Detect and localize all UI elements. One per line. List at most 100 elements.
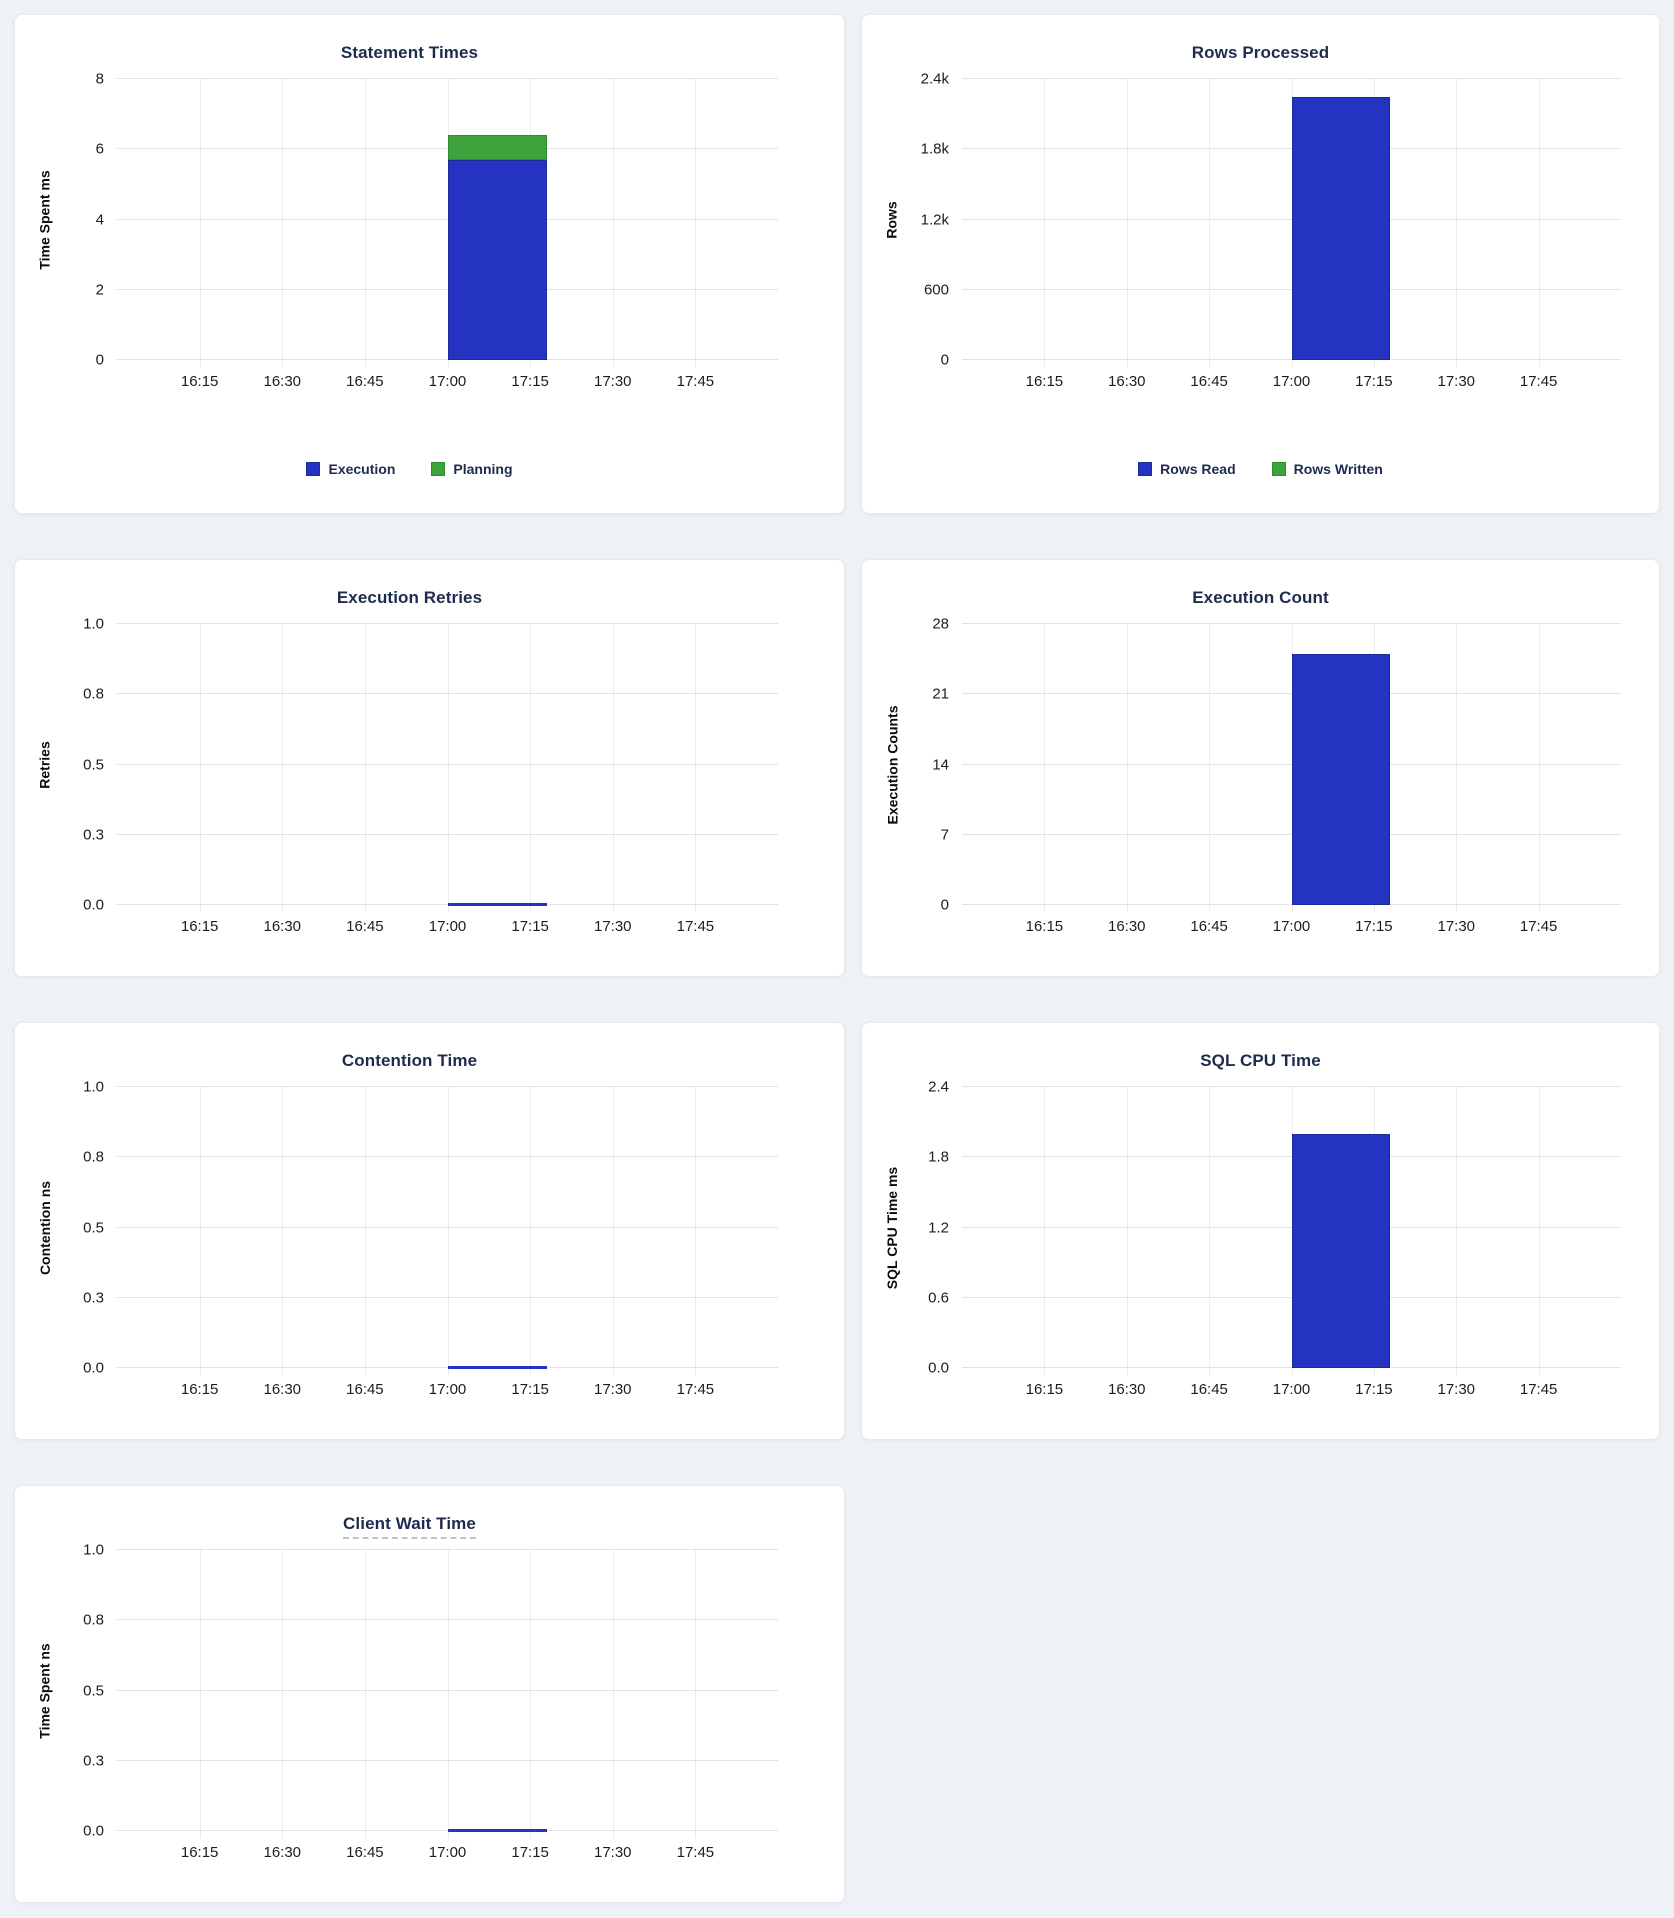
legend-item-execution[interactable]: Execution: [306, 461, 395, 477]
y-tick-label: 4: [95, 211, 104, 228]
sql-cpu-time-y-axis-label-text: SQL CPU Time ms: [884, 1166, 901, 1289]
contention-time-y-axis-label-text: Contention ns: [37, 1180, 54, 1275]
x-tick-label: 17:15: [511, 918, 549, 935]
x-tick-label: 17:00: [1272, 918, 1311, 935]
v-gridline: [612, 79, 614, 367]
v-gridline: [447, 624, 449, 912]
x-tick-label: 17:00: [428, 1381, 467, 1398]
rows-processed-legend: Rows Read Rows Written: [876, 461, 1645, 477]
execution-retries-plot-area[interactable]: 0.0 0.3 0.5 0.8 1.0 16:15 16:30 16:45 17:00 17:15…: [83, 616, 778, 935]
y-tick-label: 0.5: [83, 756, 104, 773]
sql-cpu-time-plot-area[interactable]: 0.0 0.6 1.2 1.8 2.4 16:15 16:30 16:45 17:00 17:15…: [928, 1079, 1621, 1398]
rows-processed-plot-area[interactable]: 0 600 1.2k 1.8k 2.4k 16:15 16:30 16:45 17:00 17:1…: [921, 71, 1621, 390]
y-tick-label: 0.0: [83, 896, 104, 914]
x-tick-label: 16:30: [1107, 1381, 1146, 1398]
y-tick-label: 14: [932, 756, 949, 773]
v-gridline: [1126, 79, 1128, 367]
v-gridline: [199, 624, 201, 912]
sql-cpu-time-title: SQL CPU Time: [876, 1051, 1645, 1071]
y-tick-label: 0.8: [83, 1611, 104, 1629]
x-tick-label: 16:15: [180, 373, 219, 390]
legend-label-planning: Planning: [453, 461, 513, 477]
v-gridline: [364, 79, 366, 367]
v-gridline: [1209, 79, 1211, 367]
x-tick-label: 16:45: [1190, 918, 1228, 935]
x-tick-label: 16:30: [263, 1844, 302, 1861]
x-tick-label: 16:45: [346, 373, 384, 390]
y-tick-label: 0.8: [83, 1148, 104, 1166]
client-wait-time-plot-area[interactable]: 0.0 0.3 0.5 0.8 1.0 16:15 16:30 16:45 17:00 17:15…: [83, 1542, 778, 1861]
y-tick-label: 0.5: [83, 1219, 104, 1236]
v-gridline: [364, 1550, 366, 1838]
y-tick-label: 1.2: [928, 1219, 949, 1236]
x-tick-label: 17:45: [1519, 918, 1558, 935]
legend-item-rows-written[interactable]: Rows Written: [1271, 461, 1383, 477]
x-tick-label: 16:30: [1107, 373, 1146, 390]
rows-processed-title-text: Rows Processed: [1191, 43, 1330, 62]
contention-time-y-axis-label: Contention ns: [35, 1087, 55, 1368]
v-gridline: [1126, 1087, 1128, 1375]
x-tick-label: 17:00: [428, 918, 467, 935]
legend-swatch-rows-written-icon: [1271, 462, 1286, 476]
statement-times-y-axis-label: Time Spent ms: [35, 79, 55, 360]
v-gridline: [1456, 1087, 1458, 1375]
contention-time-plot-area[interactable]: 0.0 0.3 0.5 0.8 1.0 16:15 16:30 16:45 17:00 17:15…: [83, 1079, 778, 1398]
legend-label-execution: Execution: [328, 461, 396, 477]
v-gridline: [695, 624, 697, 912]
legend-item-rows-read[interactable]: Rows Read: [1138, 461, 1236, 477]
h-gridline: [117, 78, 778, 79]
legend-item-planning[interactable]: Planning: [431, 461, 513, 477]
h-gridline: [117, 1549, 778, 1550]
v-gridline: [1538, 1087, 1540, 1375]
legend-swatch-planning-icon: [431, 462, 446, 476]
v-gridline: [1538, 79, 1540, 367]
execution-count-title-text: Execution Count: [1192, 588, 1329, 607]
x-tick-label: 17:15: [511, 1844, 549, 1861]
client-wait-time-title[interactable]: Client Wait Time: [29, 1514, 790, 1539]
y-tick-label: 0.8: [83, 685, 104, 703]
execution-count-bar-execution-count[interactable]: [1291, 654, 1391, 905]
client-wait-time-y-axis-label-text: Time Spent ns: [37, 1642, 53, 1739]
x-tick-label: 16:45: [1190, 373, 1228, 390]
execution-retries-card: Execution Retries Retries 0.0 0.3 0.5 0.8 1.0 1…: [14, 559, 845, 977]
v-gridline: [364, 624, 366, 912]
statement-times-title: Statement Times: [29, 43, 790, 63]
contention-time-series-contention[interactable]: [447, 1366, 547, 1369]
execution-count-plot-area[interactable]: 0 7 14 21 28 16:15 16:30 16:45 17:00 17:15 17:30 17…: [932, 616, 1621, 935]
execution-retries-title-text: Execution Retries: [336, 588, 483, 607]
x-tick-label: 17:00: [1272, 1381, 1311, 1398]
h-gridline: [962, 78, 1621, 79]
x-tick-label: 16:30: [263, 918, 302, 935]
v-gridline: [447, 1550, 449, 1838]
client-wait-time-series-client-wait[interactable]: [447, 1829, 547, 1832]
y-tick-label: 1.2k: [920, 211, 949, 228]
x-tick-label: 17:30: [593, 1844, 632, 1861]
y-tick-label: 0.0: [928, 1359, 949, 1377]
v-gridline: [530, 624, 532, 912]
x-tick-label: 17:00: [428, 373, 467, 390]
h-gridline: [962, 623, 1621, 624]
sql-cpu-time-y-axis-label: SQL CPU Time ms: [882, 1087, 902, 1368]
statement-times-bar-execution[interactable]: [447, 159, 547, 360]
x-tick-label: 17:15: [511, 1381, 549, 1398]
v-gridline: [530, 1550, 532, 1838]
sql-cpu-time-bar-sql-cpu-time[interactable]: [1291, 1133, 1391, 1368]
y-tick-label: 0: [95, 351, 104, 369]
client-wait-time-y-axis-label: Time Spent ns: [35, 1550, 55, 1831]
v-gridline: [695, 1087, 697, 1375]
execution-retries-series-retries[interactable]: [447, 903, 547, 906]
y-tick-label: 0.0: [83, 1822, 104, 1840]
y-tick-label: 0.0: [83, 1359, 104, 1377]
y-tick-label: 0.6: [928, 1289, 949, 1307]
v-gridline: [612, 1087, 614, 1375]
x-tick-label: 17:15: [1355, 918, 1393, 935]
v-gridline: [1209, 1087, 1211, 1375]
rows-processed-y-axis-label: Rows: [882, 79, 902, 360]
statement-times-plot-area[interactable]: 0 2 4 6 8 16:15 16:30 16:45 17:00 17:15 17:30 17:45: [96, 71, 778, 390]
statement-times-bar-planning[interactable]: [447, 135, 547, 160]
y-tick-label: 0.3: [83, 1289, 104, 1307]
y-tick-label: 0.5: [83, 1682, 104, 1699]
v-gridline: [1044, 624, 1046, 912]
rows-processed-bar-rows-read[interactable]: [1291, 96, 1391, 360]
y-tick-label: 0: [940, 351, 949, 369]
